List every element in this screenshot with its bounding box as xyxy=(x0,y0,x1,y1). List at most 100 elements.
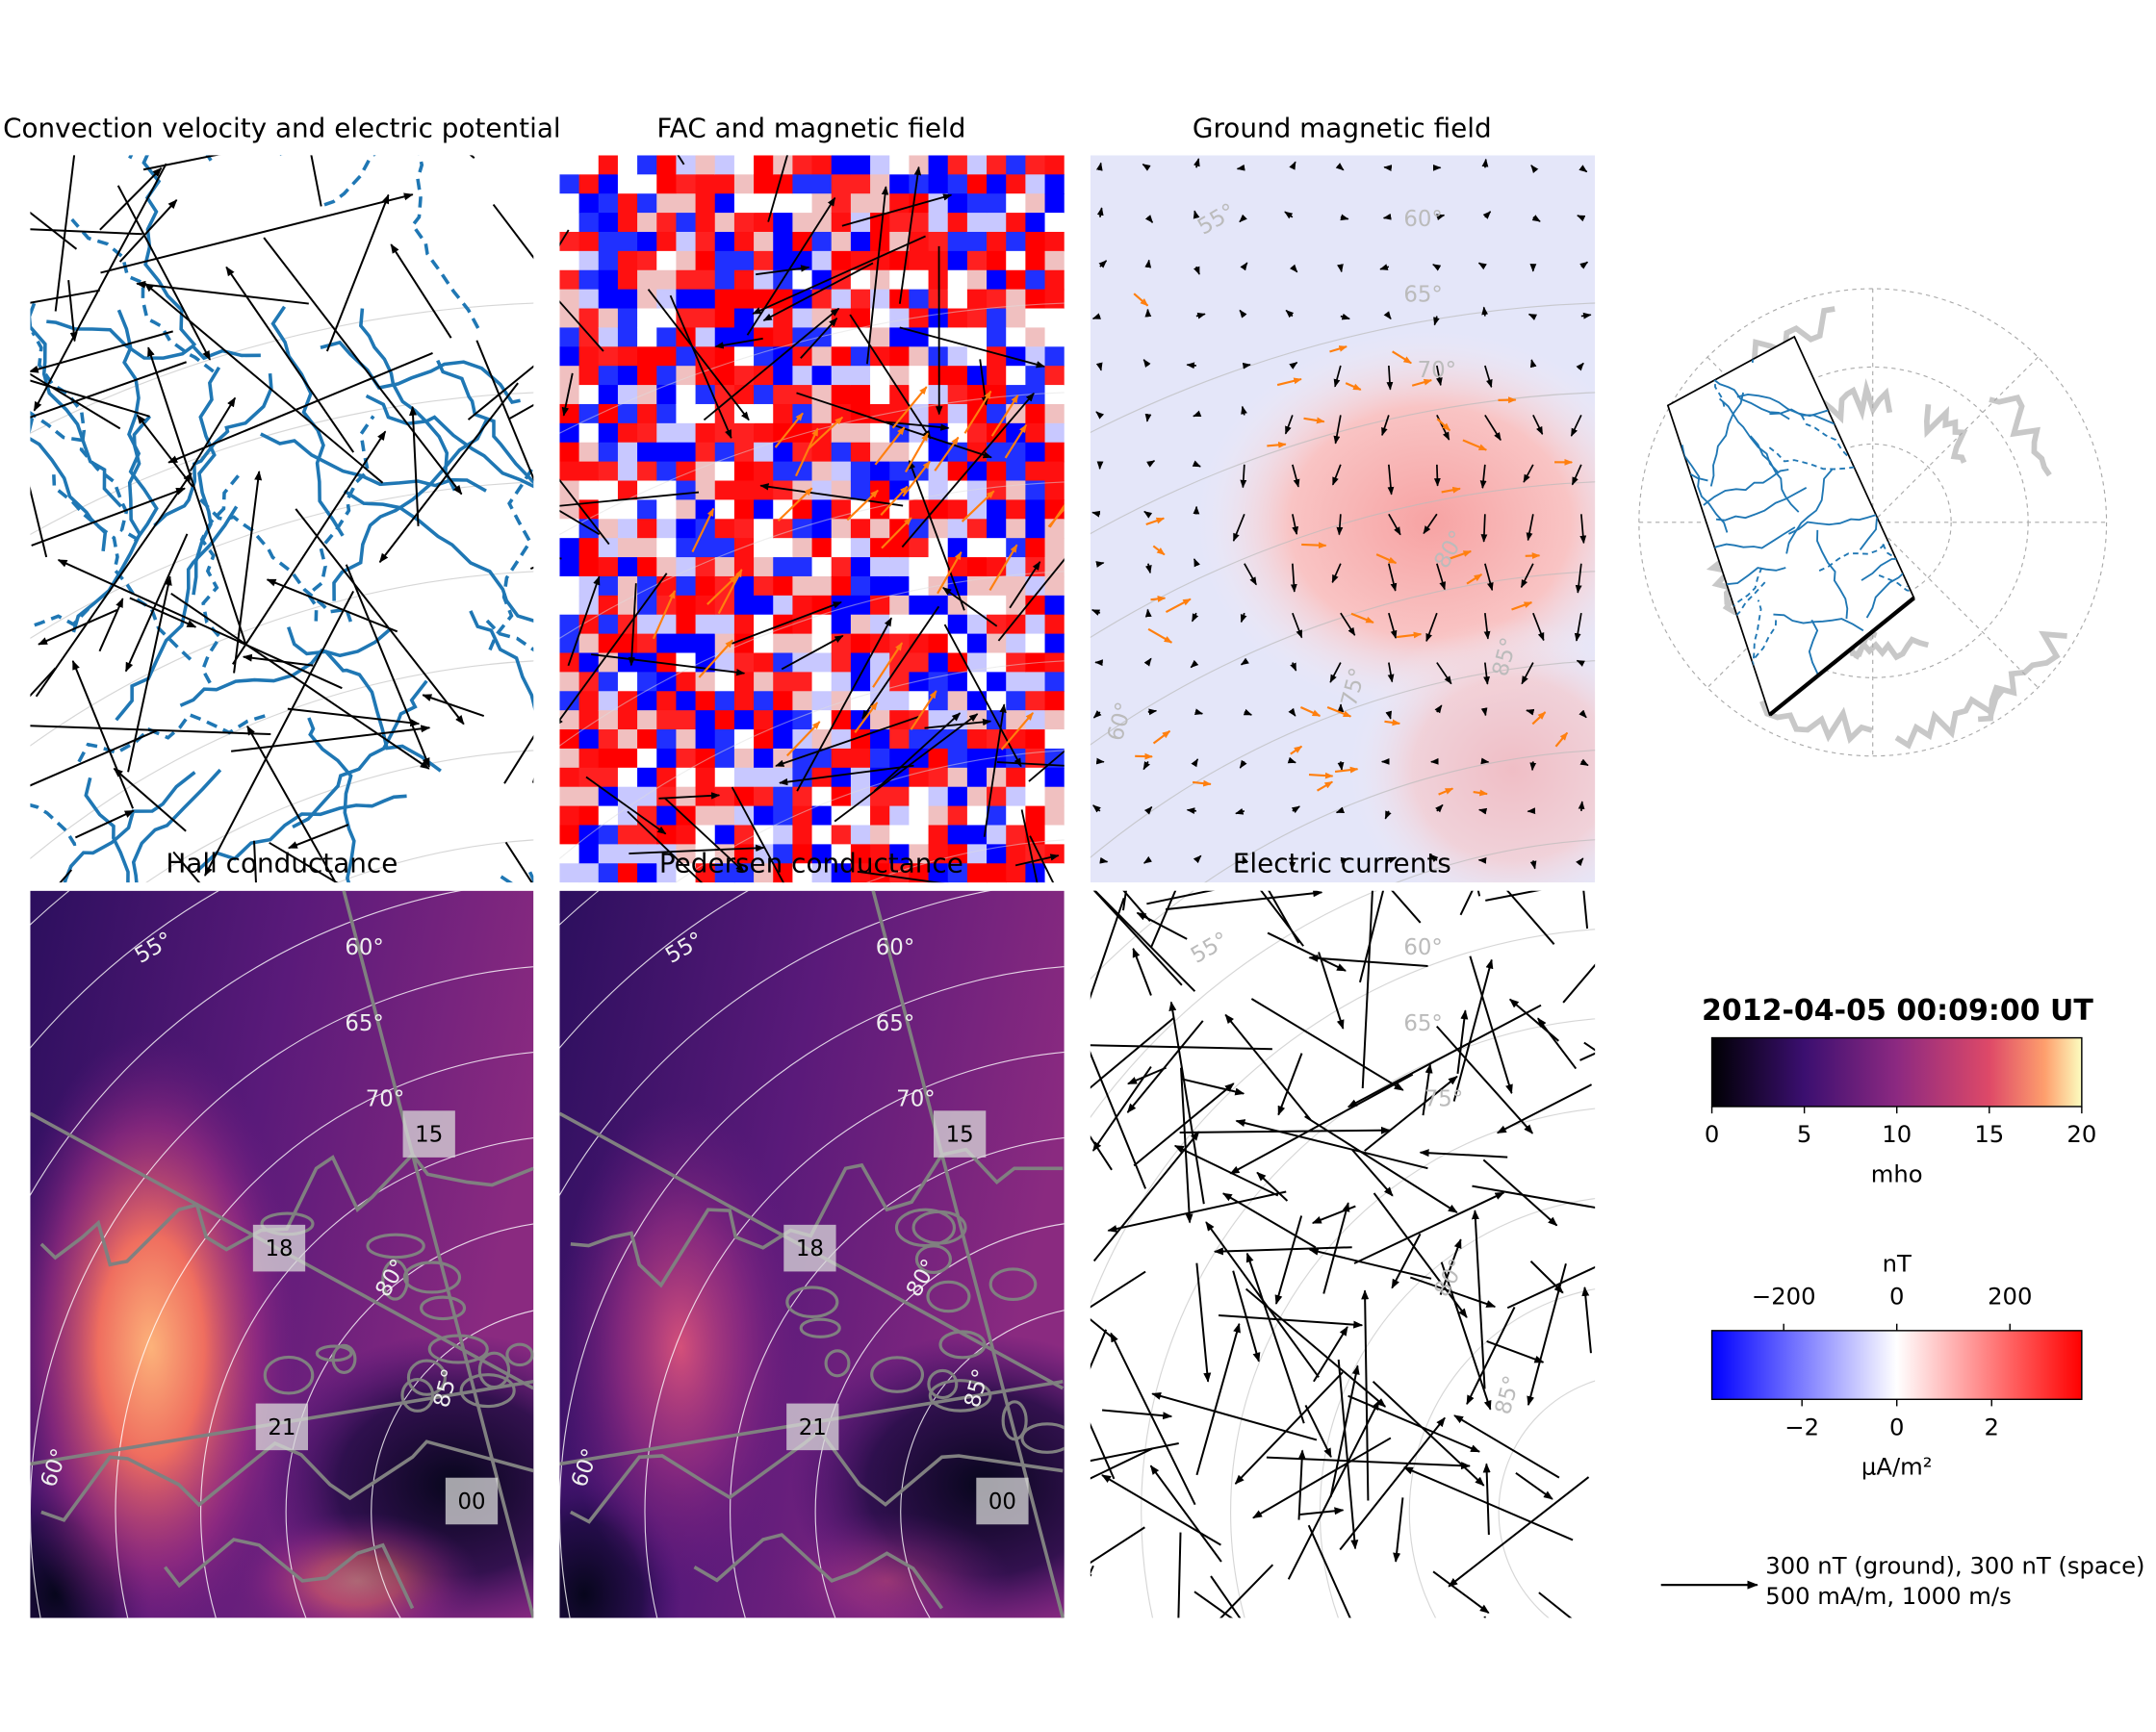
domain-edge xyxy=(1768,596,1915,717)
fac-cell xyxy=(1025,729,1046,750)
fac-cell xyxy=(870,250,890,271)
arrow xyxy=(1579,514,1587,545)
fac-cell xyxy=(559,844,580,864)
arrow xyxy=(74,809,135,839)
fac-cell xyxy=(733,595,755,616)
potential-contour xyxy=(1715,487,1808,522)
fac-cell xyxy=(617,193,638,214)
fac-cell xyxy=(1044,174,1065,194)
arrow xyxy=(1091,609,1101,616)
arrow xyxy=(1484,563,1494,592)
fac-cell xyxy=(987,193,1007,214)
fac-cell xyxy=(811,786,833,807)
fac-cell xyxy=(676,691,697,711)
arrow xyxy=(1193,558,1200,568)
fac-cell xyxy=(1044,672,1065,692)
arrow xyxy=(1425,612,1438,643)
fac-cell xyxy=(773,499,794,520)
lat-circle xyxy=(900,1310,1065,1618)
fac-cell xyxy=(637,327,657,348)
lat-circle xyxy=(115,1052,534,1618)
fac-cell xyxy=(792,155,813,176)
arrow xyxy=(242,653,314,667)
fac-cell xyxy=(811,825,833,846)
fac-cell xyxy=(1044,346,1065,367)
fac-cell xyxy=(578,250,600,271)
fac-cell xyxy=(733,538,755,558)
model-arrow xyxy=(1411,378,1433,387)
model-arrow xyxy=(1192,779,1212,787)
fac-cell xyxy=(578,366,600,386)
arrow xyxy=(1432,264,1442,271)
fac-cell xyxy=(889,691,911,711)
arrow xyxy=(1347,1004,1542,1108)
fac-cell xyxy=(578,155,600,176)
fac-cell xyxy=(1006,710,1027,730)
model-arrow xyxy=(1152,729,1171,745)
arrow xyxy=(924,718,992,729)
fac-cell xyxy=(578,786,600,807)
arrow xyxy=(1433,464,1441,487)
fac-cell xyxy=(909,729,930,750)
potential-contour xyxy=(1788,514,1877,535)
arrow xyxy=(1193,410,1202,418)
mlt-label: 18 xyxy=(796,1236,824,1261)
potential-contour xyxy=(1699,544,1709,640)
arrow xyxy=(1530,165,1539,173)
model-arrow xyxy=(808,416,844,449)
arrow xyxy=(1515,1472,1553,1500)
fac-cell xyxy=(578,748,600,769)
potential-contour xyxy=(260,432,487,493)
arrow xyxy=(1526,514,1534,542)
fac-cell xyxy=(1044,595,1065,616)
arrow xyxy=(287,824,349,850)
arrow xyxy=(1335,806,1346,814)
fac-cell xyxy=(850,844,871,864)
arrow xyxy=(1482,1463,1491,1536)
arrow xyxy=(663,797,745,873)
fac-cell xyxy=(850,691,871,711)
fac-cell xyxy=(792,633,813,654)
arrow xyxy=(857,870,943,883)
arrow xyxy=(1433,316,1440,326)
fac-cell xyxy=(754,250,774,271)
fac-cell xyxy=(754,825,774,846)
fac-cell xyxy=(578,461,600,482)
fac-cell xyxy=(714,250,735,271)
fac-cell xyxy=(754,595,774,616)
colorbar-tick-label: 20 xyxy=(2066,1120,2096,1148)
fac-cell xyxy=(559,231,580,252)
model-arrow xyxy=(1267,441,1287,448)
fac-cell xyxy=(966,575,988,597)
arrow xyxy=(1173,1144,1279,1197)
arrow xyxy=(1574,612,1582,642)
arrow xyxy=(1143,510,1153,519)
fac-cell xyxy=(559,442,580,463)
fac-cell xyxy=(1006,519,1027,539)
fac-cell xyxy=(656,519,678,539)
colorbar-label: nT xyxy=(1883,1249,1912,1277)
latitude-label: 60° xyxy=(345,935,384,960)
latitude-label: 75° xyxy=(1424,1086,1464,1111)
fac-cell xyxy=(909,461,930,482)
arrow xyxy=(1028,750,1065,782)
fac-cell xyxy=(947,595,968,616)
arrow xyxy=(746,196,836,336)
fac-cell xyxy=(831,155,852,176)
fac-cell xyxy=(714,346,735,367)
fac-cell xyxy=(656,633,678,654)
fac-cell xyxy=(1006,193,1027,214)
arrow xyxy=(1532,415,1544,436)
latitude-label: 65° xyxy=(1403,283,1442,308)
fac-cell xyxy=(792,786,813,807)
fac-cell xyxy=(909,575,930,597)
fac-cell xyxy=(578,805,600,827)
fac-cell xyxy=(909,155,930,176)
fac-cell xyxy=(850,231,871,252)
model-arrow xyxy=(1316,780,1334,792)
potential-contour xyxy=(30,607,90,629)
fac-cell xyxy=(676,250,697,271)
fac-cell xyxy=(1044,825,1065,846)
arrow xyxy=(1219,1564,1274,1618)
fac-cell xyxy=(987,767,1007,788)
